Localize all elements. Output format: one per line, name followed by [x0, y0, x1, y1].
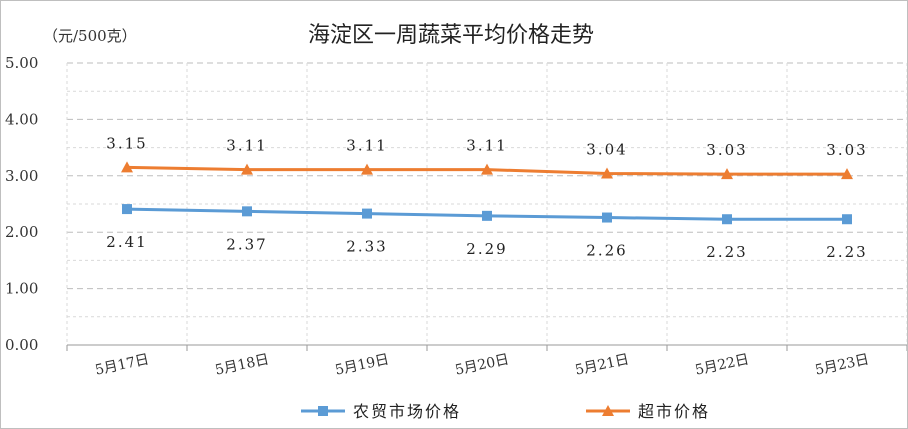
data-point-market	[122, 204, 132, 215]
legend: 农贸市场价格 超市价格	[301, 402, 710, 421]
data-label-supermarket: 3.15	[106, 134, 147, 152]
data-label-market: 2.33	[346, 238, 387, 256]
x-tick-label: 5月20日	[454, 352, 511, 379]
data-point-supermarket	[361, 163, 373, 175]
data-label-supermarket: 3.11	[226, 137, 267, 155]
data-label-market: 2.26	[586, 242, 627, 260]
y-tick-label: 1.00	[5, 280, 38, 298]
data-label-market: 2.41	[106, 233, 147, 251]
data-label-supermarket: 3.04	[586, 141, 627, 159]
data-point-market	[842, 214, 852, 225]
y-tick-label: 0.00	[5, 336, 38, 354]
x-tick-label: 5月17日	[94, 352, 151, 379]
x-tick-label: 5月18日	[214, 352, 271, 379]
data-point-market	[242, 206, 252, 217]
x-tick-label: 5月23日	[814, 352, 871, 379]
x-tick-label: 5月21日	[574, 352, 631, 379]
y-tick-label: 4.00	[5, 110, 38, 128]
data-label-market: 2.29	[466, 240, 507, 258]
data-point-supermarket	[121, 161, 133, 173]
data-point-supermarket	[721, 168, 733, 180]
data-label-supermarket: 3.11	[466, 137, 507, 155]
unit-label: （元/500克）	[43, 27, 137, 45]
data-label-layer: 2.41 2.37 2.33 2.29 2.26 2.23 2.23 3.15 3.11 3.11…	[106, 134, 867, 261]
chart-title: 海淀区一周蔬菜平均价格走势	[308, 23, 594, 48]
data-point-market	[722, 214, 732, 225]
legend-label-supermarket: 超市价格	[638, 402, 710, 421]
grid-layer	[66, 62, 907, 345]
data-point-supermarket	[601, 167, 613, 179]
x-tick-label: 5月19日	[334, 352, 391, 379]
legend-marker-supermarket	[602, 405, 614, 416]
x-tick-label: 5月22日	[694, 352, 751, 379]
data-point-market	[362, 208, 372, 219]
series-layer	[121, 161, 853, 225]
data-point-market	[602, 212, 612, 223]
data-label-market: 2.37	[226, 235, 267, 253]
y-tick-label: 3.00	[5, 167, 38, 185]
legend-label-market: 农贸市场价格	[353, 402, 461, 421]
data-point-supermarket	[241, 163, 253, 175]
legend-marker-market	[318, 406, 328, 416]
data-label-supermarket: 3.03	[706, 141, 747, 159]
data-label-supermarket: 3.11	[346, 137, 387, 155]
data-label-supermarket: 3.03	[826, 141, 867, 159]
y-tick-label: 5.00	[5, 54, 38, 72]
data-point-market	[482, 210, 492, 221]
y-tick-label: 2.00	[5, 223, 38, 241]
data-label-market: 2.23	[706, 243, 747, 261]
data-point-supermarket	[481, 163, 493, 175]
data-label-market: 2.23	[826, 243, 867, 261]
data-point-supermarket	[841, 168, 853, 180]
